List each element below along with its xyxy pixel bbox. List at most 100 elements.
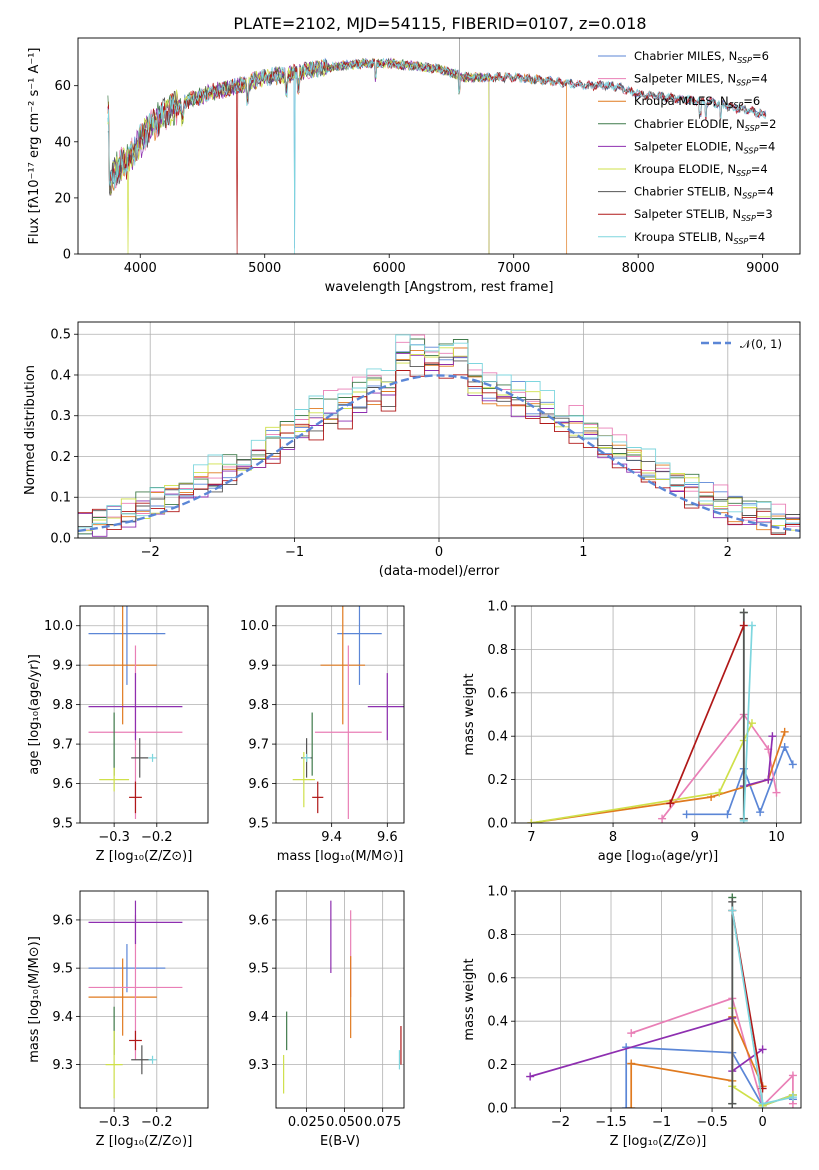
spectrum-series-line (107, 58, 490, 254)
spectrum-series-line (107, 58, 767, 254)
mass-weight-series-line (669, 625, 745, 804)
axes-frame (275, 890, 405, 1109)
y-axis-label: Flux [fλ10⁻¹⁷ erg cm⁻² s⁻¹ A⁻¹] (27, 48, 42, 245)
plot-area (80, 891, 208, 1108)
y-tick-label: 9.7 (248, 738, 269, 753)
axes-mass_weight_vs_age: 7 8 9 10 0.0 0.2 0.4 0.6 0.8 1.0 age [log₁₀(age/yr… (462, 600, 802, 864)
y-tick-label: 0.6 (487, 686, 508, 701)
legend-entry: Kroupa MILES, NSSP=6 (634, 94, 760, 110)
axes-frame (514, 890, 802, 1109)
y-tick-label: 0.1 (50, 491, 71, 506)
spectrum-series-line (107, 57, 767, 254)
x-tick-label: 5000 (248, 261, 281, 276)
y-tick-label: 0.0 (50, 532, 71, 547)
y-tick-label: 0.2 (487, 1058, 508, 1073)
x-axis-label: Z [log₁₀(Z/Z⊙)] (96, 1134, 193, 1149)
legend-entry: Salpeter STELIB, NSSP=3 (634, 207, 773, 223)
y-tick-label: 9.4 (52, 1010, 73, 1025)
mass-weight-series-line (661, 713, 778, 820)
legend-entry: Chabrier MILES, NSSP=6 (634, 49, 769, 65)
mass-weight-series-line (531, 722, 753, 823)
y-tick-label: 9.4 (248, 1010, 269, 1025)
legend-entry: Chabrier STELIB, NSSP=4 (634, 185, 774, 201)
x-tick-label: −0.5 (696, 1115, 728, 1130)
spectrum-series-line (107, 57, 568, 254)
axes-mass_vs_ebv: 0.025 0.050 0.075 9.3 9.4 9.5 9.6 E(B-V) (248, 890, 405, 1149)
x-axis-label: (data-model)/error (379, 564, 500, 579)
histogram-series (78, 356, 800, 534)
y-tick-label: 10.0 (240, 619, 269, 634)
y-tick-label: 9.6 (248, 777, 269, 792)
x-tick-label: −1 (285, 545, 304, 560)
x-tick-label: 1 (579, 545, 587, 560)
axes-frame (514, 605, 802, 824)
y-tick-label: 9.9 (52, 659, 73, 674)
axes-age_vs_mass: 9.4 9.6 9.5 9.6 9.7 9.8 9.9 10.0 mass [log₁₀(M/M… (240, 605, 405, 864)
x-tick-label: −0.3 (98, 830, 130, 845)
axes-residuals: −2 −1 0 1 2 0.0 0.1 0.2 0.3 0.4 0.5 (data-model)/er… (23, 321, 801, 579)
y-tick-label: 0.4 (487, 730, 508, 745)
y-tick-label: 10.0 (44, 619, 73, 634)
x-tick-label: 0 (435, 545, 443, 560)
x-tick-label: −2 (551, 1115, 570, 1130)
histogram-series (78, 334, 800, 529)
x-tick-label: −1 (652, 1115, 671, 1130)
x-tick-label: −2 (141, 545, 160, 560)
y-tick-label: 9.6 (248, 913, 269, 928)
legend-entry: Chabrier ELODIE, NSSP=2 (634, 117, 776, 133)
x-tick-label: 9.4 (321, 830, 342, 845)
y-tick-label: 0.2 (487, 773, 508, 788)
y-axis-label: mass weight (462, 673, 477, 755)
y-tick-label: 9.5 (248, 962, 269, 977)
x-tick-label: −0.2 (141, 830, 173, 845)
x-tick-label: 9.6 (377, 830, 398, 845)
x-tick-label: 4000 (124, 261, 157, 276)
y-tick-label: 0.0 (487, 817, 508, 832)
y-axis-label: mass weight (462, 958, 477, 1040)
plot-area (515, 891, 801, 1108)
y-tick-label: 0.4 (50, 368, 71, 383)
x-axis-label: Z [log₁₀(Z/Z⊙)] (96, 849, 193, 864)
mass-weight-series-line (686, 744, 794, 816)
y-tick-label: 0.0 (487, 1102, 508, 1117)
x-tick-label: 9 (691, 830, 699, 845)
plot-area (80, 606, 208, 823)
legend-entry: Kroupa ELODIE, NSSP=4 (634, 162, 768, 178)
x-axis-label: Z [log₁₀(Z/Z⊙)] (610, 1134, 707, 1149)
y-tick-label: 0.8 (487, 928, 508, 943)
x-tick-label: 0.025 (288, 1115, 325, 1130)
x-tick-label: 8 (609, 830, 617, 845)
plot-area (276, 606, 404, 823)
y-tick-label: 9.6 (52, 913, 73, 928)
x-tick-label: 7 (527, 830, 535, 845)
axes-spectrum: 4000 5000 6000 7000 8000 9000 0 20 40 60 wavelengt… (27, 37, 801, 295)
y-tick-label: 9.7 (52, 738, 73, 753)
y-tick-label: 0.4 (487, 1015, 508, 1030)
x-tick-label: 2 (724, 545, 732, 560)
mass-weight-series-line (742, 625, 753, 821)
y-tick-label: 20 (54, 191, 71, 206)
mass-weight-series-line (531, 731, 786, 823)
y-tick-label: 0 (63, 248, 71, 263)
y-tick-label: 60 (54, 79, 71, 94)
histogram-series (78, 347, 800, 532)
plot-area (515, 606, 801, 823)
y-tick-label: 9.8 (52, 698, 73, 713)
figure-title: PLATE=2102, MJD=54115, FIBERID=0107, z=0… (233, 14, 646, 33)
y-tick-label: 9.5 (52, 817, 73, 832)
y-axis-label: mass [log₁₀(M/M⊙)] (27, 936, 42, 1063)
plot-area (78, 322, 800, 538)
y-tick-label: 1.0 (487, 885, 508, 900)
plot-area (276, 891, 404, 1108)
y-axis-label: age [log₁₀(age/yr)] (27, 654, 42, 775)
y-tick-label: 1.0 (487, 600, 508, 615)
axes-frame (79, 605, 209, 824)
y-tick-label: 9.8 (248, 698, 269, 713)
x-axis-label: wavelength [Angstrom, rest frame] (325, 280, 554, 295)
x-tick-label: 7000 (497, 261, 530, 276)
y-tick-label: 0.2 (50, 450, 71, 465)
y-axis-label: Normed distribution (23, 365, 38, 495)
y-tick-label: 0.3 (50, 409, 71, 424)
x-axis-label: mass [log₁₀(M/M⊙)] (277, 849, 404, 864)
